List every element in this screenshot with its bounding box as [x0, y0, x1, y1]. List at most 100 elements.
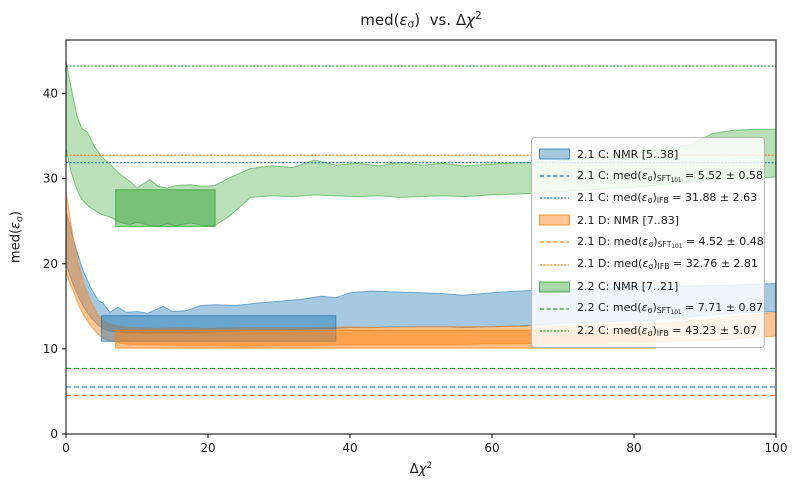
- text-part: 2.1 C: med(: [577, 168, 642, 182]
- text-part: SFT: [657, 239, 672, 249]
- y-axis-label: med(εσ): [9, 211, 26, 263]
- text-part: IFB: [656, 196, 669, 206]
- legend-line-icon: [540, 175, 569, 177]
- legend-entry-label: 2.2 C: med(εσ)SFT101 = 7.71 ± 0.87: [577, 301, 763, 316]
- legend-entry-label: 2.1 C: med(εσ)IFB = 31.88 ± 2.63: [577, 191, 757, 205]
- text-part: ): [8, 211, 24, 217]
- text-part: IFB: [657, 262, 670, 272]
- text-part: Δ: [409, 462, 419, 477]
- text-part: ε: [641, 301, 648, 315]
- chart-title: med(εσ) vs. Δχ2: [66, 10, 776, 31]
- legend-entry: 2.1 D: med(εσ)IFB = 32.76 ± 2.81: [539, 253, 758, 275]
- legend-patch-icon: [539, 148, 570, 160]
- text-part: ): [652, 301, 657, 315]
- patch-swatch: [539, 148, 570, 160]
- legend-entry-label: 2.1 D: NMR [7..83]: [577, 214, 679, 227]
- legend-line-icon: [540, 197, 569, 199]
- text-part: med(: [8, 228, 24, 263]
- text-part: σ: [647, 173, 653, 183]
- legend-entry-label: 2.1 C: NMR [5..38]: [577, 148, 678, 161]
- text-part: 2: [426, 461, 433, 471]
- text-part: ε: [641, 168, 648, 182]
- text-part: IFB: [656, 328, 669, 338]
- text-part: 2.1 C: NMR [5..38]: [577, 147, 679, 161]
- text-part: ): [652, 323, 657, 337]
- legend: 2.1 C: NMR [5..38] 2.1 C: med(εσ)SFT101 =…: [531, 137, 765, 348]
- text-part: ε: [642, 257, 649, 271]
- text-part: σ: [407, 18, 415, 31]
- text-part: ε: [641, 323, 648, 337]
- x-tick-label: 0: [62, 441, 70, 455]
- text-part: 2.1 C: med(: [577, 191, 642, 205]
- text-part: 2: [475, 10, 482, 22]
- legend-entry-label: 2.1 C: med(εσ)SFT101 = 5.52 ± 0.58: [577, 169, 763, 184]
- legend-line-icon: [540, 241, 569, 244]
- text-part: 101: [670, 177, 682, 184]
- text-part: ): [652, 168, 657, 182]
- text-part: σ: [648, 262, 654, 272]
- text-part: ε: [8, 221, 24, 229]
- legend-entry: 2.1 C: med(εσ)IFB = 31.88 ± 2.63: [539, 187, 758, 209]
- text-part: χ: [466, 10, 476, 29]
- patch-swatch: [539, 281, 570, 293]
- legend-entry-label: 2.2 C: med(εσ)IFB = 43.23 ± 5.07: [577, 324, 757, 338]
- text-part: χ: [418, 462, 427, 477]
- legend-line-icon: [540, 308, 569, 310]
- y-tick-label: 20: [43, 257, 58, 271]
- legend-entry: 2.2 C: med(εσ)SFT101 = 7.71 ± 0.87: [539, 298, 763, 320]
- legend-entry: 2.1 D: med(εσ)SFT101 = 4.52 ± 0.48: [539, 231, 764, 253]
- patch-swatch: [539, 214, 570, 226]
- y-tick-label: 40: [43, 87, 58, 101]
- text-part: = 4.52 ± 0.48: [682, 234, 764, 248]
- text-part: σ: [15, 216, 26, 222]
- legend-entry: 2.1 D: NMR [7..83]: [539, 209, 758, 231]
- text-part: σ: [647, 306, 653, 316]
- text-part: ) vs. Δ: [414, 10, 467, 29]
- axes-frame: [65, 39, 777, 435]
- text-part: SFT: [656, 306, 671, 316]
- text-part: = 43.23 ± 5.07: [668, 323, 758, 337]
- text-part: ): [653, 234, 658, 248]
- text-part: σ: [647, 196, 653, 206]
- x-tick-label: 40: [342, 441, 357, 455]
- legend-entry-label: 2.2 C: NMR [7..21]: [577, 280, 678, 293]
- text-part: ): [653, 257, 658, 271]
- text-part: 2.2 C: NMR [7..21]: [577, 280, 679, 294]
- text-part: SFT: [656, 173, 671, 183]
- rect-2-2-c-nmr-range-box: [115, 189, 216, 227]
- legend-line-icon: [540, 330, 569, 332]
- x-tick-label: 60: [484, 441, 499, 455]
- text-part: = 31.88 ± 2.63: [668, 191, 758, 205]
- text-part: 2.2 C: med(: [577, 323, 642, 337]
- legend-entry: 2.1 C: NMR [5..38]: [539, 143, 758, 165]
- y-tick-label: 0: [50, 427, 58, 441]
- text-part: 2.1 D: med(: [577, 257, 643, 271]
- text-part: 101: [671, 243, 683, 250]
- legend-patch-icon: [539, 214, 570, 226]
- y-tick-label: 30: [43, 172, 58, 186]
- x-axis-label: Δχ2: [66, 461, 776, 477]
- text-part: σ: [648, 239, 654, 249]
- legend-patch-icon: [539, 281, 570, 293]
- legend-entry-label: 2.1 D: med(εσ)SFT101 = 4.52 ± 0.48: [577, 235, 764, 250]
- text-part: med(: [360, 10, 400, 29]
- text-part: = 5.52 ± 0.58: [681, 168, 763, 182]
- x-tick-label: 20: [200, 441, 215, 455]
- x-tick-label: 80: [626, 441, 641, 455]
- y-tick-label: 10: [43, 342, 58, 356]
- legend-entry: 2.1 C: med(εσ)SFT101 = 5.52 ± 0.58: [539, 165, 763, 187]
- text-part: σ: [647, 328, 653, 338]
- text-part: ): [652, 191, 657, 205]
- text-part: 2.1 D: NMR [7..83]: [577, 213, 680, 227]
- legend-entry: 2.2 C: NMR [7..21]: [539, 276, 758, 298]
- text-part: 101: [670, 310, 682, 317]
- text-part: ε: [642, 234, 649, 248]
- legend-entry: 2.2 C: med(εσ)IFB = 43.23 ± 5.07: [539, 320, 758, 342]
- text-part: ε: [399, 10, 408, 29]
- text-part: 2.2 C: med(: [577, 301, 642, 315]
- text-part: = 7.71 ± 0.87: [681, 301, 763, 315]
- legend-line-icon: [540, 263, 569, 266]
- legend-entry-label: 2.1 D: med(εσ)IFB = 32.76 ± 2.81: [577, 257, 758, 271]
- text-part: 2.1 D: med(: [577, 234, 643, 248]
